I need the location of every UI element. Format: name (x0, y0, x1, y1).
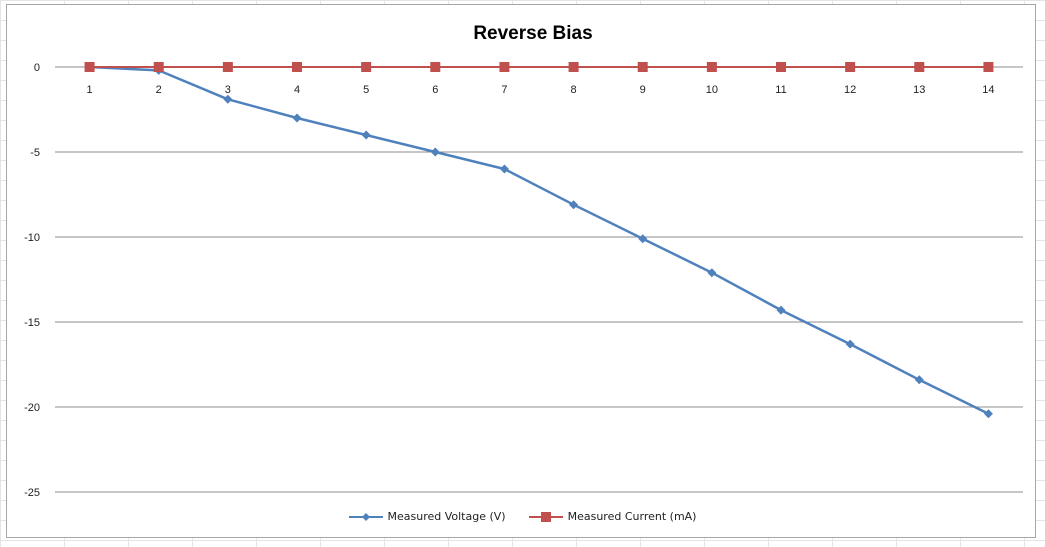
series-0-point-2 (223, 94, 233, 104)
x-tick-label-3: 4 (294, 84, 300, 96)
x-tick-label-5: 6 (432, 84, 438, 96)
series-1-point-12 (914, 62, 925, 72)
y-tick-label-0: 0 (34, 62, 40, 74)
x-tick-label-6: 7 (501, 84, 507, 96)
x-tick-label-9: 10 (706, 84, 718, 96)
x-tick-label-0: 1 (87, 84, 93, 96)
legend[interactable]: Measured Voltage (V) Measured Current (m… (7, 510, 1037, 523)
series-0-point-11 (845, 339, 855, 349)
x-tick-label-7: 8 (571, 84, 577, 96)
series-0-point-3 (292, 113, 302, 123)
series-1-point-1 (153, 62, 164, 72)
series-1-point-7 (568, 62, 579, 72)
series-1-point-2 (222, 62, 233, 72)
legend-swatch-current (528, 511, 563, 522)
x-tick-label-10: 11 (775, 84, 786, 96)
x-tick-label-8: 9 (640, 84, 646, 96)
series-0-point-5 (430, 147, 440, 157)
series-1-point-6 (499, 62, 510, 72)
plot-series (84, 62, 994, 419)
chart-title: Reverse Bias (473, 23, 592, 44)
series-line-0 (89, 65, 989, 415)
x-tick-label-2: 3 (225, 84, 231, 96)
gridlines (55, 66, 1023, 493)
series-0-point-9 (707, 268, 717, 278)
x-tick-label-11: 12 (844, 84, 856, 96)
legend-entry-current[interactable]: Measured Current (mA) (528, 510, 697, 523)
chart-svg: Reverse Bias 0-5-10-15-20-25 1 2 3 4 5 6 7 8 9 10… (24, 23, 1023, 499)
series-1-point-9 (706, 62, 717, 72)
x-tick-label-4: 5 (363, 84, 369, 96)
x-tick-label-13: 14 (982, 84, 994, 96)
series-0-point-13 (983, 409, 993, 419)
y-tick-label-2: -10 (24, 232, 40, 244)
series-0-point-8 (638, 234, 648, 244)
series-0-point-4 (361, 130, 371, 140)
legend-label-voltage: Measured Voltage (V) (387, 510, 506, 523)
x-axis-tick-labels: 1 2 3 4 5 6 7 8 9 10 11 12 13 14 (87, 84, 995, 96)
series-1-point-3 (292, 62, 302, 72)
series-0-point-10 (776, 305, 786, 315)
y-tick-label-1: -5 (30, 147, 40, 159)
y-tick-label-3: -15 (24, 317, 40, 329)
legend-swatch-voltage (348, 512, 383, 521)
series-1-point-5 (430, 62, 441, 72)
series-1-point-4 (361, 62, 372, 72)
series-0-point-12 (914, 375, 924, 385)
series-1-point-11 (845, 62, 856, 72)
y-tick-label-4: -20 (24, 402, 40, 414)
legend-entry-voltage[interactable]: Measured Voltage (V) (348, 510, 506, 523)
series-1-point-10 (776, 62, 786, 72)
y-tick-label-5: -25 (24, 487, 40, 499)
x-tick-label-1: 2 (156, 84, 162, 96)
y-axis-tick-labels: 0 -5 -10 -15 -20 -25 (24, 62, 40, 499)
x-tick-label-12: 13 (913, 84, 925, 96)
series-0-point-6 (499, 164, 509, 174)
series-1-point-13 (983, 62, 994, 72)
series-0-point-7 (569, 200, 579, 210)
series-1-point-0 (84, 62, 95, 72)
series-1-point-8 (637, 62, 648, 72)
chart-area[interactable]: Reverse Bias 0 -5 -10 -15 -20 -25 1 2 3 4 5 6 7 8 9 10… (6, 4, 1036, 538)
legend-label-current: Measured Current (mA) (567, 510, 697, 523)
